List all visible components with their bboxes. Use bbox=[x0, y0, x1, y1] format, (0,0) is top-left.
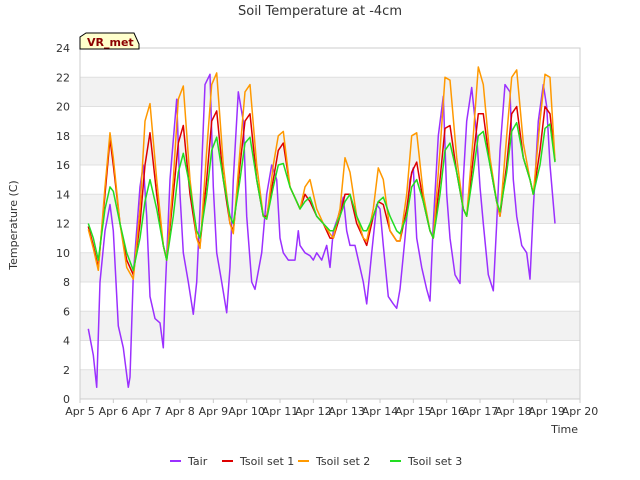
series-line-tair bbox=[87, 73, 556, 389]
chart-title: Soil Temperature at -4cm bbox=[238, 4, 402, 19]
x-tick-label: Apr 18 bbox=[495, 405, 532, 418]
y-tick-label: 2 bbox=[63, 364, 70, 377]
legend: Tair Tsoil set 1 Tsoil set 2 Tsoil set 3 bbox=[170, 455, 462, 468]
x-tick-label: Apr 5 bbox=[65, 405, 95, 418]
x-tick-label: Apr 12 bbox=[295, 405, 332, 418]
x-tick-label: Apr 11 bbox=[262, 405, 299, 418]
x-tick-label: Apr 20 bbox=[562, 405, 599, 418]
y-tick-label: 14 bbox=[56, 188, 70, 201]
x-tick-label: Apr 6 bbox=[99, 405, 129, 418]
y-tick-label: 4 bbox=[63, 335, 70, 348]
y-tick-label: 24 bbox=[56, 42, 70, 55]
y-tick-label: 8 bbox=[63, 276, 70, 289]
x-tick-label: Apr 14 bbox=[362, 405, 399, 418]
plot-area-border bbox=[79, 47, 581, 400]
series-lines bbox=[87, 66, 556, 389]
y-tick-label: 12 bbox=[56, 218, 70, 231]
x-tick-label: Apr 15 bbox=[395, 405, 432, 418]
legend-label-tsoil-set-1: Tsoil set 1 bbox=[239, 455, 294, 468]
legend-label-tair: Tair bbox=[187, 455, 208, 468]
x-axis-label: Time bbox=[550, 423, 578, 436]
legend-label-tsoil-set-2: Tsoil set 2 bbox=[315, 455, 370, 468]
y-tick-label: 18 bbox=[56, 130, 70, 143]
y-tick-label: 20 bbox=[56, 101, 70, 114]
x-tick-label: Apr 17 bbox=[462, 405, 499, 418]
y-tick-label: 0 bbox=[63, 393, 70, 406]
x-tick-label: Apr 19 bbox=[528, 405, 565, 418]
x-tick-label: Apr 8 bbox=[165, 405, 195, 418]
y-tick-label: 16 bbox=[56, 159, 70, 172]
y-tick-label: 22 bbox=[56, 71, 70, 84]
y-tick-label: 6 bbox=[63, 305, 70, 318]
grid-band bbox=[80, 369, 580, 399]
x-tick-label: Apr 16 bbox=[428, 405, 465, 418]
grid-band bbox=[80, 135, 580, 165]
x-tick-label: Apr 10 bbox=[228, 405, 265, 418]
badge-label: VR_met bbox=[87, 36, 134, 49]
x-tick-label: Apr 9 bbox=[199, 405, 229, 418]
legend-label-tsoil-set-3: Tsoil set 3 bbox=[407, 455, 462, 468]
x-tick-label: Apr 13 bbox=[328, 405, 365, 418]
x-tick-label: Apr 7 bbox=[132, 405, 162, 418]
y-tick-label: 10 bbox=[56, 247, 70, 260]
badge-box bbox=[79, 32, 140, 50]
badge: VR_met bbox=[79, 32, 140, 50]
series-line-tsoil-set-3 bbox=[87, 121, 556, 272]
y-axis-label: Temperature (C) bbox=[7, 180, 20, 270]
grid-band bbox=[80, 77, 580, 107]
